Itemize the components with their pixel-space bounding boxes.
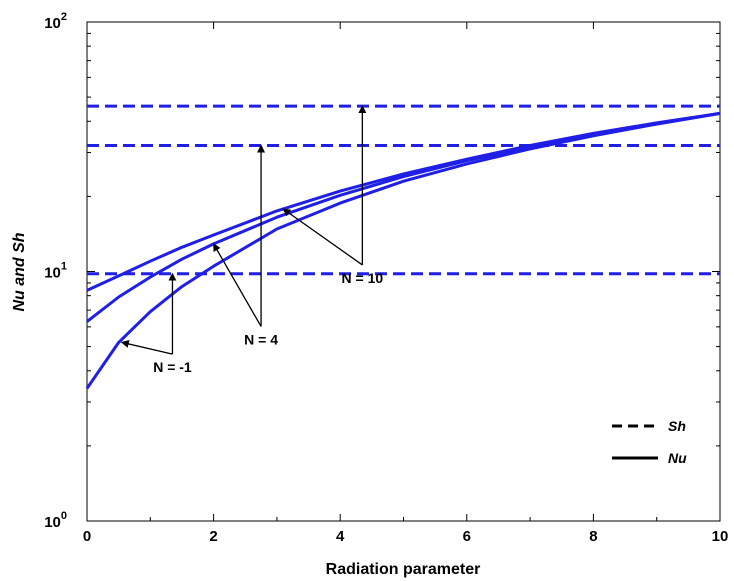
annotation-label: N = 4 — [244, 331, 278, 347]
x-tick-label: 10 — [712, 528, 729, 545]
annotation-label: N = -1 — [153, 359, 192, 375]
legend-label-sh: Sh — [668, 418, 686, 434]
annotation-arrow — [213, 243, 262, 327]
x-tick-label: 0 — [83, 528, 91, 545]
legend: Sh Nu — [612, 418, 687, 466]
x-tick-label: 8 — [589, 528, 597, 545]
y-tick-base: 10 — [44, 514, 61, 531]
y-tick-label: 101 — [44, 261, 67, 282]
legend-label-nu: Nu — [668, 450, 687, 466]
y-tick-label: 100 — [44, 510, 67, 531]
annotation-arrow — [120, 340, 173, 355]
y-tick-label: 102 — [44, 11, 67, 32]
y-tick-exponent: 0 — [61, 510, 67, 522]
y-axis-label: Nu and Sh — [11, 232, 28, 311]
plot-area — [86, 21, 721, 522]
y-tick-exponent: 2 — [61, 11, 67, 23]
nu-line-n10 — [86, 111, 721, 292]
y-tick-base: 10 — [44, 15, 61, 32]
y-tick-base: 10 — [44, 265, 61, 282]
annotation-arrow — [282, 208, 363, 266]
y-tick-exponent: 1 — [61, 261, 67, 273]
x-tick-label: 2 — [209, 528, 217, 545]
series-layer — [85, 104, 721, 390]
annotation-layer: N = -1 N = 4 N = 10 — [120, 105, 384, 375]
annotation-label: N = 10 — [342, 270, 384, 286]
x-axis-label: Radiation parameter — [326, 561, 481, 578]
x-tick-label: 6 — [463, 528, 471, 545]
x-tick-label: 4 — [336, 528, 345, 545]
